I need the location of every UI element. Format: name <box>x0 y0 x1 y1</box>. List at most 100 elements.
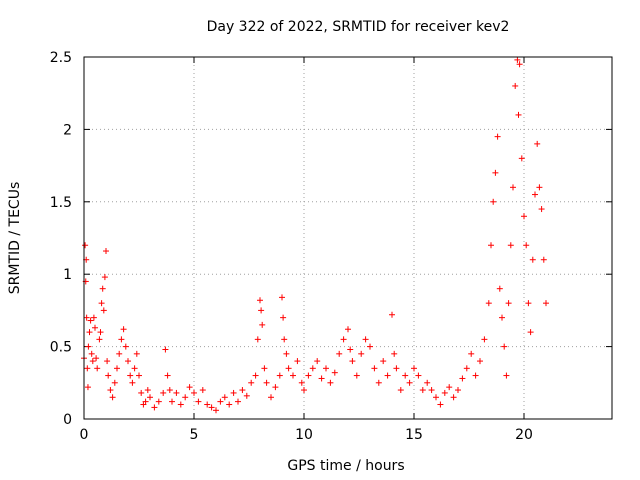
data-point <box>485 300 492 307</box>
data-point <box>120 326 127 333</box>
x-axis-label: GPS time / hours <box>287 458 404 474</box>
data-point <box>477 358 483 365</box>
x-tick-label: 15 <box>405 427 423 443</box>
data-point <box>450 394 457 401</box>
y-tick-label: 1.5 <box>50 195 72 211</box>
data-point <box>481 336 488 343</box>
axis-ticks <box>83 56 612 420</box>
data-point <box>285 365 292 372</box>
gridlines <box>84 57 612 419</box>
data-point <box>235 398 241 405</box>
data-point <box>136 372 142 379</box>
data-point <box>98 300 105 307</box>
data-point <box>345 326 351 333</box>
data-point <box>516 61 523 68</box>
x-tick-label: 0 <box>80 427 89 443</box>
data-point <box>166 387 173 394</box>
data-point <box>118 336 125 343</box>
data-point <box>96 336 103 343</box>
data-point <box>131 365 138 372</box>
data-point <box>111 379 118 386</box>
y-axis-label: SRMTID / TECUs <box>7 182 23 295</box>
data-point <box>375 379 382 386</box>
data-point <box>358 350 365 357</box>
data-point <box>301 387 307 394</box>
data-point <box>514 56 521 63</box>
data-point <box>217 398 224 405</box>
data-point <box>327 379 334 386</box>
data-point <box>195 398 202 405</box>
data-point <box>512 82 519 89</box>
data-point <box>419 387 426 394</box>
data-point <box>283 350 290 357</box>
data-point <box>199 387 206 394</box>
data-point <box>82 242 89 249</box>
data-point <box>336 350 343 357</box>
data-point <box>507 242 514 249</box>
data-point <box>104 358 111 365</box>
data-point <box>160 389 167 396</box>
data-point <box>263 379 270 386</box>
data-point <box>105 372 112 379</box>
data-point <box>204 401 211 408</box>
data-point <box>488 242 494 249</box>
data-point <box>490 198 497 205</box>
x-tick-label: 20 <box>515 427 533 443</box>
data-point <box>142 398 149 405</box>
data-point <box>521 213 527 220</box>
data-point <box>103 248 109 255</box>
data-point <box>433 394 439 401</box>
data-point <box>492 169 499 176</box>
data-point <box>415 372 422 379</box>
data-point <box>424 379 431 386</box>
x-tick-label: 10 <box>295 427 313 443</box>
data-point <box>314 358 321 365</box>
data-point <box>536 184 543 191</box>
chart-title: Day 322 of 2022, SRMTID for receiver kev… <box>207 19 510 35</box>
data-point <box>243 392 250 399</box>
data-point <box>499 314 505 321</box>
data-point <box>107 387 114 394</box>
data-point <box>525 300 532 307</box>
data-point <box>540 256 547 263</box>
data-point <box>523 242 530 249</box>
data-point <box>510 184 516 191</box>
data-point <box>529 256 536 263</box>
data-point <box>362 336 369 343</box>
plot-frame <box>83 56 613 420</box>
data-point <box>331 369 338 376</box>
data-point <box>230 389 237 396</box>
data-point <box>543 300 549 307</box>
data-point <box>501 343 508 350</box>
data-point <box>122 343 129 350</box>
data-point <box>391 350 398 357</box>
data-point <box>226 401 233 408</box>
data-point <box>472 372 479 379</box>
y-tick-label: 1 <box>63 267 72 283</box>
data-point <box>169 398 175 405</box>
data-point <box>446 384 453 391</box>
data-point <box>114 365 120 372</box>
data-point <box>259 321 266 328</box>
data-point <box>280 314 287 321</box>
data-point <box>281 336 288 343</box>
data-point <box>213 407 219 414</box>
data-point <box>463 365 470 372</box>
y-tick-label: 0 <box>63 412 72 428</box>
data-point <box>505 300 512 307</box>
data-point <box>88 350 95 357</box>
data-point <box>173 389 180 396</box>
data-point <box>384 372 391 379</box>
data-point <box>129 379 136 386</box>
data-point <box>393 365 400 372</box>
data-point <box>155 398 162 405</box>
data-point <box>261 365 268 372</box>
data-point <box>100 307 107 314</box>
data-point <box>298 379 305 386</box>
data-point <box>90 314 97 321</box>
data-point <box>455 387 461 394</box>
data-point <box>162 346 169 353</box>
data-point <box>208 404 215 411</box>
data-point <box>272 384 279 391</box>
